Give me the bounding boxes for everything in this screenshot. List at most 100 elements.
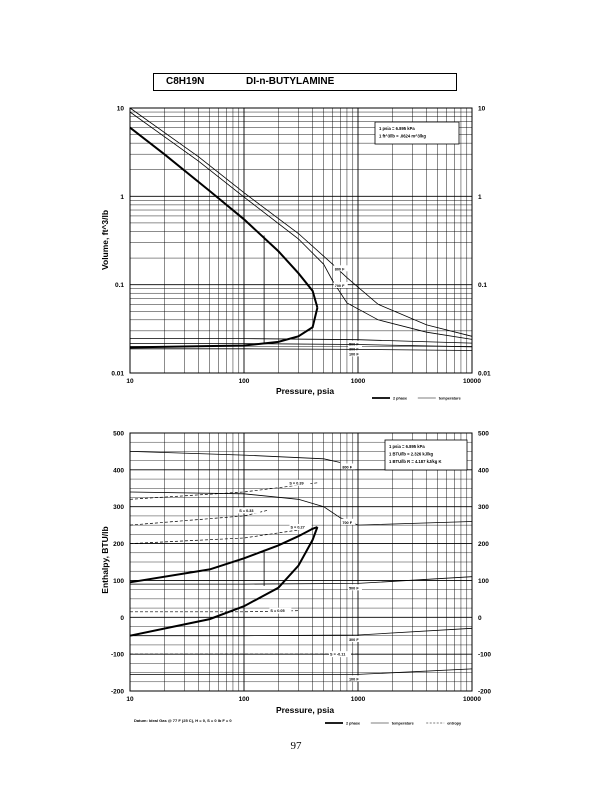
conversion-text: 1 BTU/lb R = 4.187 kJ/kg K xyxy=(389,459,441,464)
isotherm-label-bg xyxy=(347,584,362,591)
legend-label: 2 phase xyxy=(393,397,407,401)
isotherm-label: 500 F xyxy=(349,586,359,590)
entropy-label: S = 0.33 xyxy=(239,509,253,513)
isotherm-line xyxy=(130,668,473,675)
y-tick-label-right: 500 xyxy=(478,431,489,438)
entropy-label-bg xyxy=(329,651,351,658)
x-tick-label: 1000 xyxy=(351,378,366,385)
x-tick-label: 100 xyxy=(239,696,250,703)
y-tick-label-right: -200 xyxy=(478,689,491,696)
entropy-label: S = -0.11 xyxy=(330,653,345,657)
y-tick-label-left: 0 xyxy=(120,615,124,622)
isotherm-line xyxy=(130,627,473,637)
entropy-label: S = 0.27 xyxy=(290,525,304,529)
x-tick-label: 1000 xyxy=(351,696,366,703)
isotherm-label: 800 F xyxy=(342,465,352,469)
y-tick-label-left: 300 xyxy=(113,504,124,511)
saturation-vapor-curve xyxy=(129,526,318,584)
isotherm-label-bg xyxy=(333,282,348,289)
y-axis-label: Enthalpy, BTU/lb xyxy=(100,526,110,593)
y-tick-label-right: 0 xyxy=(478,615,482,622)
conversion-text: 1 psia = 6.895 kPa xyxy=(379,126,415,131)
y-tick-label-right: 400 xyxy=(478,467,489,474)
y-tick-label-left: 500 xyxy=(113,431,124,438)
legend-label: temperature xyxy=(439,397,461,401)
x-tick-label: 10000 xyxy=(463,378,481,385)
y-axis-label: Volume, ft^3/lb xyxy=(100,210,110,270)
y-tick-label-right: 200 xyxy=(478,541,489,548)
isotherm-label: 300 F xyxy=(349,638,359,642)
conversion-text: 1 BTU/lb = 2.326 kJ/kg xyxy=(389,452,434,457)
y-tick-label-right: -100 xyxy=(478,652,491,659)
y-tick-label-right: 100 xyxy=(478,578,489,585)
x-axis-label: Pressure, psia xyxy=(276,386,334,396)
entropy-label-bg xyxy=(289,523,312,530)
y-tick-label-right: 300 xyxy=(478,504,489,511)
x-axis-label: Pressure, psia xyxy=(276,705,334,715)
plot-frame xyxy=(129,432,473,692)
isotherm-label-bg xyxy=(347,345,362,352)
x-tick-label: 10000 xyxy=(463,696,481,703)
conversion-text: 1 ft^3/lb = .0624 m^3/kg xyxy=(379,134,426,139)
y-tick-label-left: -200 xyxy=(111,689,124,696)
isotherm-line xyxy=(129,451,341,463)
isotherm-line xyxy=(129,107,473,337)
entropy-label-bg xyxy=(238,507,261,514)
legend-label: 2 phase xyxy=(346,722,360,726)
datum-footnote: Datum: Ideal Gas @ 77 F (25 C), H = 0, S… xyxy=(134,718,232,723)
saturation-vapor-curve xyxy=(129,126,319,308)
isotherm-label: 100 F xyxy=(349,352,359,356)
isotherm-label-bg xyxy=(333,265,348,272)
chart-1: 10 100 1000 100001010.10.011010.10.01Pressu… xyxy=(100,106,491,401)
isotherm-line xyxy=(129,111,473,340)
isotherm-line xyxy=(130,576,473,585)
isotherm-label: 700 F xyxy=(342,521,352,525)
y-tick-label-left: 1 xyxy=(120,194,124,201)
y-tick-label-left: -100 xyxy=(111,652,124,659)
y-tick-label-left: 0.1 xyxy=(115,282,124,289)
y-tick-label-right: 1 xyxy=(478,194,482,201)
conversion-box xyxy=(384,439,468,471)
isotherm-label-bg xyxy=(347,635,362,642)
plot-frame xyxy=(129,107,473,374)
y-tick-label-right: 0.1 xyxy=(478,282,487,289)
legend-label: entropy xyxy=(447,722,462,726)
conversion-text: 1 psia = 6.895 kPa xyxy=(389,444,425,449)
isotherm-label: 700 F xyxy=(335,284,345,288)
isotherm-line xyxy=(129,491,473,526)
entropy-label: S = 0.05 xyxy=(270,609,284,613)
isotherm-label: 100 F xyxy=(349,677,359,681)
y-tick-label-left: 0.01 xyxy=(111,371,124,378)
y-tick-label-left: 400 xyxy=(113,467,124,474)
saturation-liquid-curve xyxy=(129,526,319,637)
x-tick-label: 100 xyxy=(239,378,250,385)
x-tick-label: 10 xyxy=(126,378,134,385)
y-tick-label-left: 10 xyxy=(117,106,125,113)
compound-formula: C8H19N xyxy=(166,76,205,87)
entropy-label-bg xyxy=(269,607,292,614)
saturation-liquid-curve xyxy=(129,307,319,349)
legend-label: temperature xyxy=(392,722,414,726)
conversion-box xyxy=(374,121,460,145)
grid xyxy=(129,108,472,374)
y-tick-label-left: 100 xyxy=(113,578,124,585)
isotherm-line xyxy=(130,338,473,344)
isotherm-line xyxy=(130,348,473,351)
isotherm-line xyxy=(130,343,473,348)
y-tick-label-right: 10 xyxy=(478,106,486,113)
isotherm-label-bg xyxy=(347,675,362,682)
y-tick-label-right: 0.01 xyxy=(478,371,491,378)
isotherm-label-bg xyxy=(341,518,356,525)
x-tick-label: 10 xyxy=(126,696,134,703)
isotherm-label: 800 F xyxy=(335,267,345,271)
page-number: 97 xyxy=(290,740,302,752)
entropy-label-bg xyxy=(288,479,311,486)
isotherm-label-bg xyxy=(347,340,362,347)
chart-title-box: C8H19N DI-n-BUTYLAMINE xyxy=(153,73,457,91)
chart-2: 10 100 1000 100005004003002001000-100-20050… xyxy=(100,431,491,726)
isotherm-label-bg xyxy=(347,350,362,357)
isotherm-label-bg xyxy=(341,463,356,470)
compound-name: DI-n-BUTYLAMINE xyxy=(246,76,335,87)
y-tick-label-left: 200 xyxy=(113,541,124,548)
